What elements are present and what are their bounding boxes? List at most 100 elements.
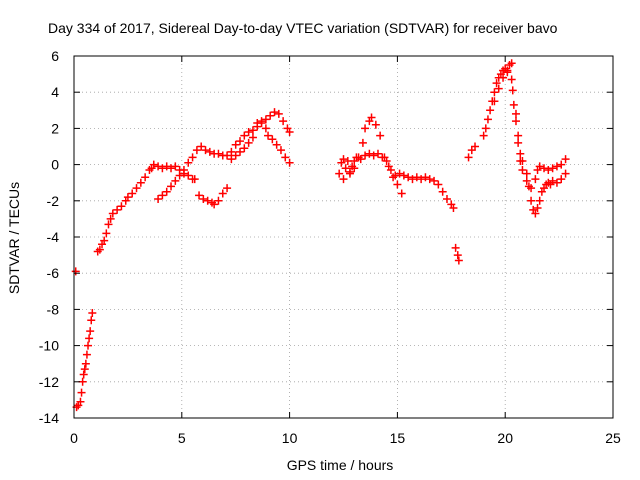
data-point [188, 153, 197, 162]
data-point [248, 126, 257, 135]
data-point [451, 243, 460, 252]
data-point [85, 334, 94, 343]
data-point [369, 151, 378, 160]
data-point [442, 194, 451, 203]
data-point [108, 209, 117, 218]
data-point [87, 316, 96, 325]
data-point [350, 164, 359, 173]
data-point [454, 256, 463, 265]
y-tick-label: -14 [39, 410, 59, 426]
data-point [516, 156, 525, 165]
data-point [154, 194, 163, 203]
data-point [281, 153, 290, 162]
data-point [486, 106, 495, 115]
data-point [490, 97, 499, 106]
data-point [141, 173, 150, 182]
data-point [214, 196, 223, 205]
data-point [236, 147, 245, 156]
data-point [261, 115, 270, 124]
data-point [527, 184, 536, 193]
data-point [544, 166, 553, 175]
data-point [240, 131, 249, 140]
chart-title: Day 334 of 2017, Sidereal Day-to-day VTE… [48, 20, 558, 36]
data-point [76, 397, 85, 406]
data-point [214, 149, 223, 158]
data-point [179, 166, 188, 175]
data-point [412, 173, 421, 182]
data-point [522, 169, 531, 178]
data-point [236, 137, 245, 146]
y-axis-label: SDTVAR / TECUs [6, 182, 22, 294]
data-point [354, 153, 363, 162]
data-point [195, 191, 204, 200]
data-point [527, 196, 536, 205]
data-point [274, 109, 283, 118]
data-point [231, 151, 240, 160]
data-point [84, 341, 93, 350]
data-point [210, 200, 219, 209]
data-point [483, 115, 492, 124]
y-tick-label: -2 [47, 193, 60, 209]
data-point [449, 204, 458, 213]
data-point [557, 175, 566, 184]
data-point [158, 164, 167, 173]
data-point [171, 176, 180, 185]
data-point [481, 124, 490, 133]
data-point [339, 175, 348, 184]
data-point [361, 124, 370, 133]
data-point [268, 135, 277, 144]
data-point [227, 147, 236, 156]
data-point [339, 155, 348, 164]
data-point [531, 209, 540, 218]
data-point [167, 164, 176, 173]
data-point [203, 196, 212, 205]
data-point [175, 171, 184, 180]
data-point [438, 187, 447, 196]
data-point [257, 118, 266, 127]
data-point [218, 189, 227, 198]
data-point [102, 229, 111, 238]
data-point [430, 176, 439, 185]
data-point [561, 169, 570, 178]
data-point [345, 169, 354, 178]
data-point [201, 146, 210, 155]
data-point [270, 108, 279, 117]
x-tick-label: 25 [605, 430, 621, 446]
data-point [393, 180, 402, 189]
data-point [499, 73, 508, 82]
data-point [503, 68, 512, 77]
data-point [397, 189, 406, 198]
data-point [197, 142, 206, 151]
data-point [533, 204, 542, 213]
data-point [389, 173, 398, 182]
data-point [253, 122, 262, 131]
x-tick-label: 0 [70, 430, 78, 446]
data-point [81, 359, 90, 368]
data-point [184, 171, 193, 180]
data-point [136, 178, 145, 187]
data-point [192, 146, 201, 155]
data-point [171, 162, 180, 171]
data-point [514, 138, 523, 147]
y-tick-label: 6 [51, 48, 59, 64]
data-point [434, 180, 443, 189]
data-point [492, 79, 501, 88]
data-point [361, 151, 370, 160]
y-tick-label: 4 [51, 84, 59, 100]
data-point [154, 162, 163, 171]
x-tick-label: 5 [178, 430, 186, 446]
data-point [231, 140, 240, 149]
data-point [548, 176, 557, 185]
x-tick-label: 10 [282, 430, 298, 446]
data-point [548, 164, 557, 173]
data-point [358, 138, 367, 147]
data-point [71, 267, 80, 276]
data-point [244, 128, 253, 137]
y-tick-label: 0 [51, 157, 59, 173]
data-point [132, 184, 141, 193]
data-point [557, 160, 566, 169]
y-tick-label: 2 [51, 120, 59, 136]
data-point [123, 193, 132, 202]
